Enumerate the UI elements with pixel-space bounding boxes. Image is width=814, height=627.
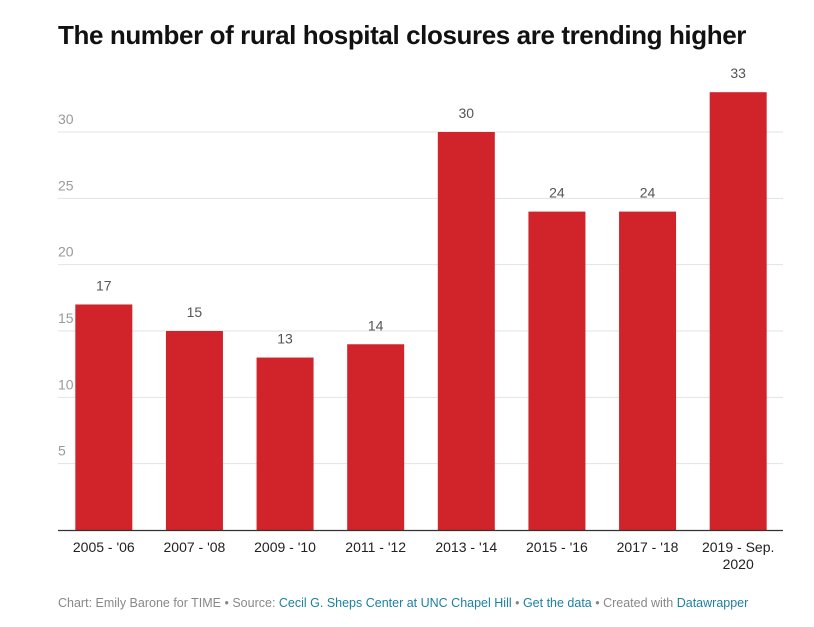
y-tick-label: 10 bbox=[58, 376, 74, 392]
bar-value-label: 15 bbox=[187, 304, 203, 320]
get-the-data-link[interactable]: Get the data bbox=[522, 596, 592, 610]
y-tick-label: 15 bbox=[58, 310, 74, 326]
x-tick-label: 2007 - '08 bbox=[164, 539, 226, 555]
footer-separator: • bbox=[511, 596, 523, 610]
y-tick-label: 25 bbox=[58, 177, 74, 193]
x-tick-label: 2019 - Sep. 2020 bbox=[702, 539, 774, 572]
chart-title: The number of rural hospital closures ar… bbox=[58, 20, 746, 50]
chart-footer: Chart: Emily Barone for TIME • Source: C… bbox=[58, 596, 748, 610]
bar-value-label: 30 bbox=[459, 105, 475, 121]
x-tick-label: 2017 - '18 bbox=[617, 539, 679, 555]
bar-value-label: 14 bbox=[368, 317, 384, 333]
x-tick-label: 2015 - '16 bbox=[526, 539, 588, 555]
datawrapper-link[interactable]: Datawrapper bbox=[676, 596, 749, 610]
bar bbox=[709, 92, 767, 530]
bar bbox=[619, 211, 677, 530]
bar-value-label: 33 bbox=[730, 65, 746, 81]
bar bbox=[165, 331, 223, 530]
x-tick-label: 2013 - '14 bbox=[435, 539, 497, 555]
x-tick-label: 2005 - '06 bbox=[73, 539, 135, 555]
bar-value-label: 13 bbox=[277, 331, 293, 347]
bar bbox=[528, 211, 586, 530]
bar bbox=[437, 132, 495, 530]
footer-separator: • Created with bbox=[591, 596, 677, 610]
bar bbox=[256, 357, 314, 530]
chart-credit: Chart: Emily Barone for TIME bbox=[58, 596, 222, 610]
bar-value-label: 24 bbox=[549, 185, 565, 201]
footer-separator: • Source: bbox=[221, 596, 279, 610]
x-tick-label: 2009 - '10 bbox=[254, 539, 316, 555]
source-link[interactable]: Cecil G. Sheps Center at UNC Chapel Hill bbox=[278, 596, 512, 610]
bar-value-label: 24 bbox=[640, 185, 656, 201]
y-tick-label: 5 bbox=[58, 443, 66, 459]
y-tick-label: 30 bbox=[58, 111, 74, 127]
bar bbox=[75, 304, 133, 530]
bar bbox=[347, 344, 405, 530]
y-tick-label: 20 bbox=[58, 244, 74, 260]
x-tick-label: 2011 - '12 bbox=[345, 539, 406, 555]
bar-chart: 5 10 15 20 25 30 17 2005 - '06 15 2007 - '08 13 200… bbox=[58, 65, 783, 572]
bar-value-label: 17 bbox=[96, 277, 112, 293]
